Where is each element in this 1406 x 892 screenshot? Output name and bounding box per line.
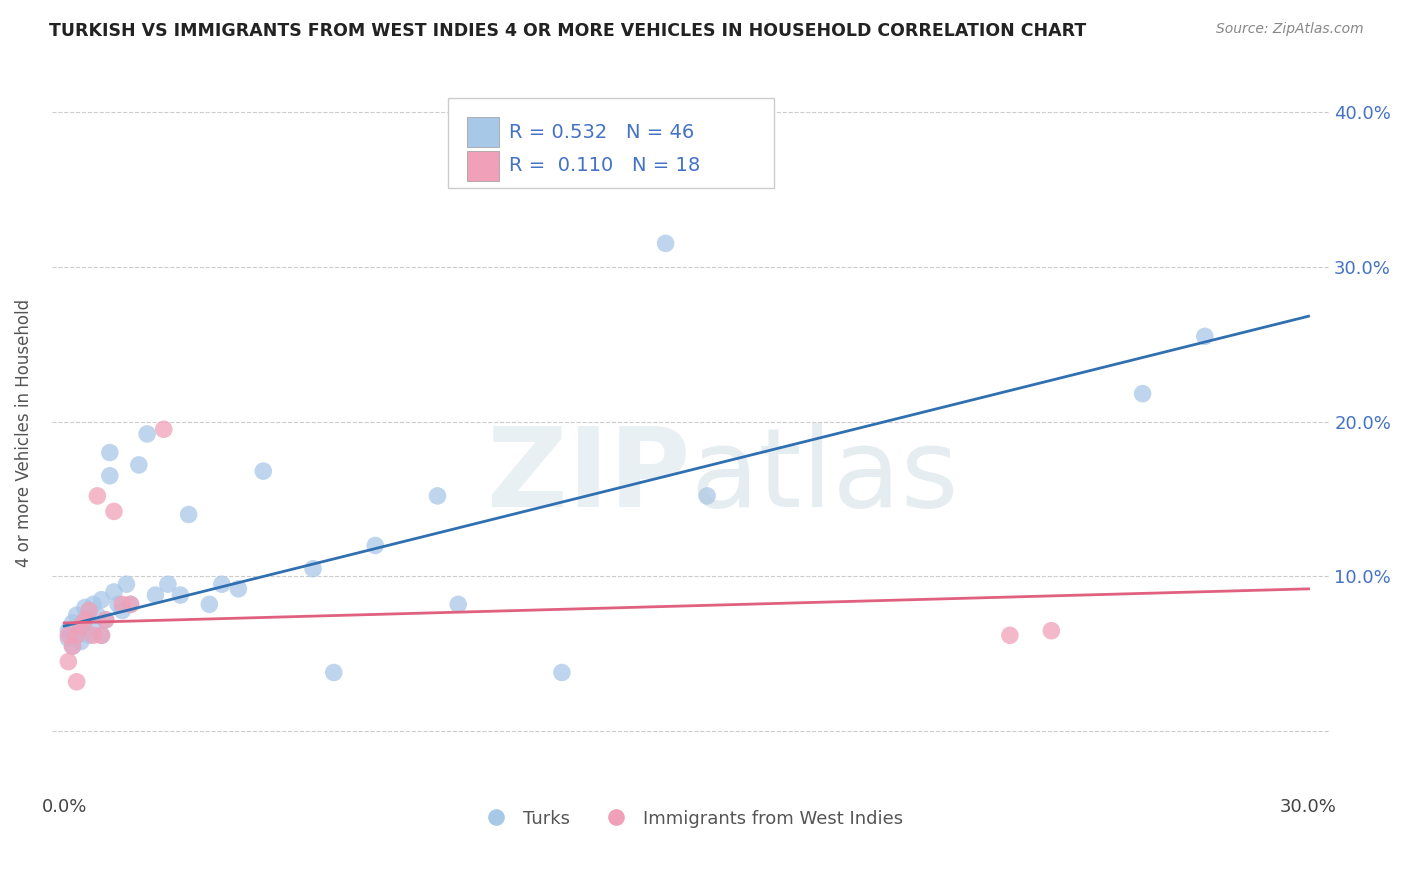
Point — [145, 588, 167, 602]
Point — [90, 592, 112, 607]
Text: Source: ZipAtlas.com: Source: ZipAtlas.com — [1216, 22, 1364, 37]
Point — [69, 634, 91, 648]
Point — [82, 619, 104, 633]
Point — [73, 600, 96, 615]
Point — [252, 464, 274, 478]
Point — [66, 608, 89, 623]
Point — [69, 619, 91, 633]
Point — [62, 639, 84, 653]
Point — [128, 458, 150, 472]
Point — [447, 598, 470, 612]
Point — [1132, 386, 1154, 401]
Point — [364, 539, 387, 553]
Point — [62, 639, 84, 653]
Point — [90, 628, 112, 642]
Point — [94, 613, 117, 627]
Point — [73, 613, 96, 627]
Point — [90, 628, 112, 642]
FancyBboxPatch shape — [467, 117, 499, 147]
Point — [73, 613, 96, 627]
Point — [103, 504, 125, 518]
Text: R = 0.532   N = 46: R = 0.532 N = 46 — [509, 122, 695, 142]
Point — [69, 619, 91, 633]
Point — [696, 489, 718, 503]
Point — [322, 665, 344, 680]
Point — [120, 598, 142, 612]
Point — [66, 628, 89, 642]
Text: TURKISH VS IMMIGRANTS FROM WEST INDIES 4 OR MORE VEHICLES IN HOUSEHOLD CORRELATI: TURKISH VS IMMIGRANTS FROM WEST INDIES 4… — [49, 22, 1087, 40]
Point — [62, 615, 84, 630]
Point — [1194, 329, 1216, 343]
Point — [228, 582, 250, 596]
Point — [654, 236, 676, 251]
Point — [103, 585, 125, 599]
Point — [156, 577, 179, 591]
Point — [98, 445, 121, 459]
Point — [66, 674, 89, 689]
Point — [211, 577, 233, 591]
Point — [152, 422, 174, 436]
Point — [1040, 624, 1063, 638]
Point — [58, 624, 80, 638]
Point — [77, 628, 100, 642]
Y-axis label: 4 or more Vehicles in Household: 4 or more Vehicles in Household — [15, 299, 32, 567]
Point — [73, 624, 96, 638]
Point — [551, 665, 574, 680]
Point — [120, 598, 142, 612]
Point — [98, 468, 121, 483]
Point — [169, 588, 191, 602]
Point — [115, 577, 138, 591]
Point — [302, 562, 325, 576]
Point — [82, 598, 104, 612]
Point — [77, 603, 100, 617]
Text: ZIP: ZIP — [486, 423, 690, 530]
Point — [66, 628, 89, 642]
Point — [58, 632, 80, 646]
Point — [58, 655, 80, 669]
Legend: Turks, Immigrants from West Indies: Turks, Immigrants from West Indies — [471, 802, 910, 835]
Point — [177, 508, 200, 522]
Point — [86, 608, 108, 623]
Point — [136, 426, 159, 441]
Point — [58, 628, 80, 642]
Point — [998, 628, 1021, 642]
Point — [94, 613, 117, 627]
FancyBboxPatch shape — [447, 98, 773, 188]
Point — [426, 489, 449, 503]
Text: atlas: atlas — [690, 423, 959, 530]
Point — [86, 489, 108, 503]
Text: R =  0.110   N = 18: R = 0.110 N = 18 — [509, 156, 700, 176]
Point — [107, 598, 129, 612]
Point — [77, 603, 100, 617]
FancyBboxPatch shape — [467, 151, 499, 181]
Point — [82, 628, 104, 642]
Point — [111, 603, 134, 617]
Point — [111, 598, 134, 612]
Point — [198, 598, 221, 612]
